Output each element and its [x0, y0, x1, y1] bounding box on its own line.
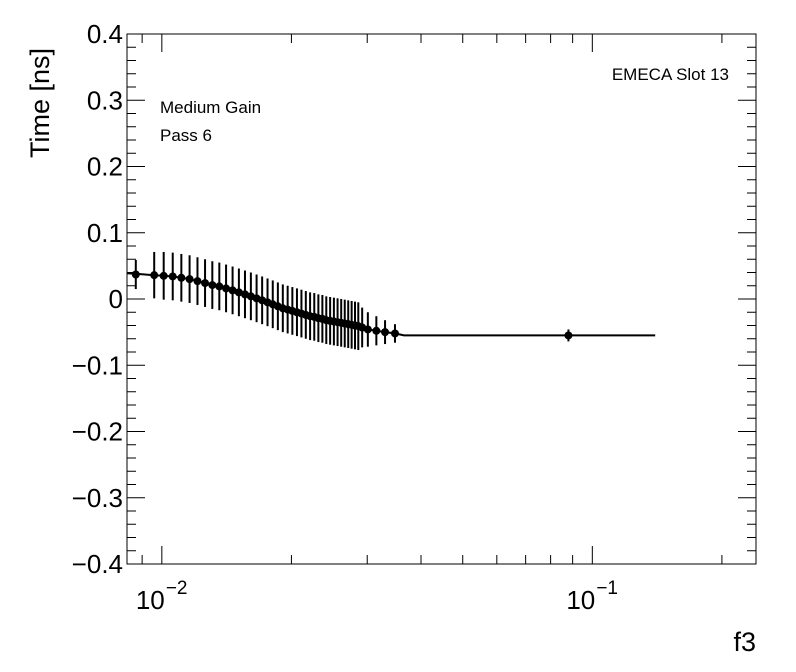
y-tick-label: 0.3	[87, 85, 123, 115]
y-tick-label: 0	[109, 284, 123, 314]
data-point	[363, 325, 372, 334]
y-tick-label: −0.2	[72, 417, 123, 447]
data-point	[234, 288, 243, 297]
data-point	[168, 272, 177, 281]
data-point	[159, 271, 168, 280]
data-point	[381, 328, 390, 337]
x-tick-label-base: 10	[566, 585, 595, 615]
data-points	[131, 251, 573, 351]
y-tick-label: −0.1	[72, 350, 123, 380]
data-point	[228, 286, 237, 295]
data-point	[390, 329, 399, 338]
y-tick-label: −0.4	[72, 549, 123, 579]
slot-annotation: EMECA Slot 13	[612, 65, 729, 84]
data-point	[131, 270, 140, 279]
x-axis-title: f3	[733, 627, 756, 657]
data-point	[201, 279, 210, 288]
x-tick-label-exponent: −2	[166, 578, 188, 599]
y-axis-title: Time [ns]	[25, 48, 55, 158]
data-point	[150, 271, 159, 280]
data-point	[222, 284, 231, 293]
y-tick-label: 0.4	[87, 19, 123, 49]
x-tick-label-exponent: −1	[596, 578, 618, 599]
pass-annotation: Pass 6	[160, 126, 212, 145]
data-point	[177, 273, 186, 282]
x-tick-labels: 10 −2 10 −1	[136, 578, 618, 615]
data-point	[215, 282, 224, 291]
axis-ticks	[127, 33, 756, 565]
gain-annotation: Medium Gain	[160, 98, 261, 117]
y-tick-label: 0.1	[87, 218, 123, 248]
data-point	[185, 275, 194, 284]
data-point	[372, 326, 381, 335]
y-tick-labels: −0.4 −0.3 −0.2 −0.1 0 0.1 0.2 0.3 0.4	[72, 19, 123, 579]
data-point	[193, 277, 202, 286]
x-tick-label-base: 10	[136, 585, 165, 615]
data-point	[564, 331, 573, 340]
data-point	[208, 281, 217, 290]
y-tick-label: 0.2	[87, 152, 123, 182]
y-tick-label: −0.3	[72, 483, 123, 513]
